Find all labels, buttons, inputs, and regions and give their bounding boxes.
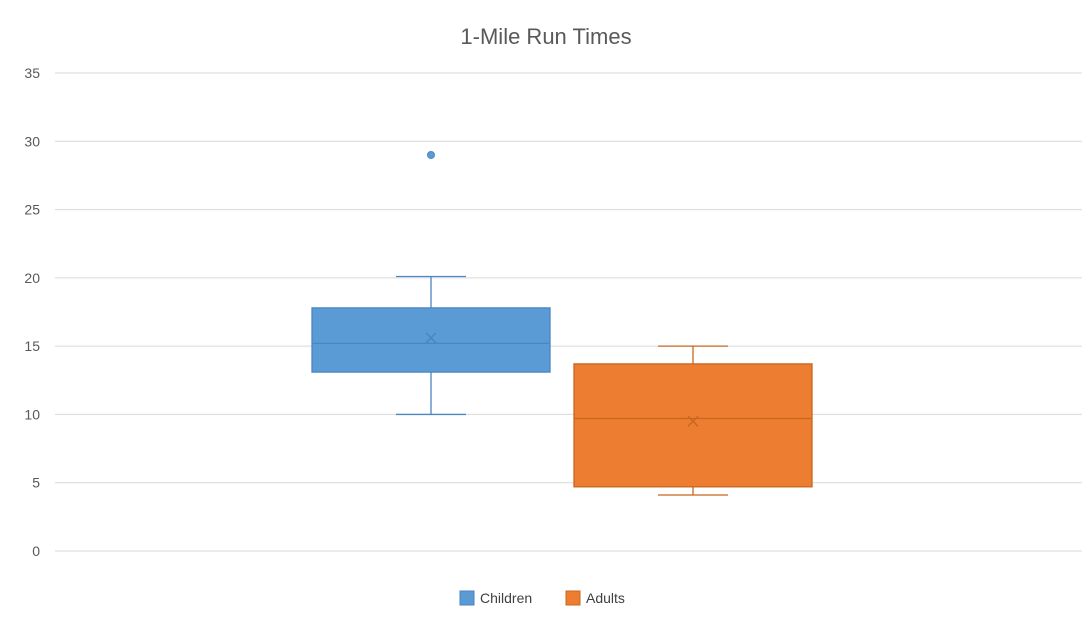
y-tick-label-30: 30 <box>24 133 40 149</box>
y-tick-label-10: 10 <box>24 406 40 422</box>
y-tick-label-0: 0 <box>32 543 40 559</box>
mean-marker-b <box>687 415 699 427</box>
legend-label-children: Children <box>480 590 532 606</box>
chart-title: 1-Mile Run Times <box>460 24 631 49</box>
plot-area <box>311 150 813 496</box>
gridlines <box>55 72 1082 552</box>
box-adults <box>573 345 813 496</box>
box-children <box>311 150 551 416</box>
y-tick-label-20: 20 <box>24 270 40 286</box>
y-tick-label-25: 25 <box>24 202 40 218</box>
legend: Children Adults <box>459 590 625 606</box>
y-tick-label-35: 35 <box>24 65 40 81</box>
legend-swatch-children <box>459 590 475 606</box>
iqr-box <box>573 363 813 488</box>
mean-marker-b <box>425 332 437 344</box>
y-axis-ticks: 0 5 10 15 20 25 30 35 <box>24 65 40 559</box>
legend-label-adults: Adults <box>586 590 625 606</box>
y-tick-label-15: 15 <box>24 338 40 354</box>
iqr-box <box>311 307 551 373</box>
legend-swatch-adults <box>565 590 581 606</box>
y-tick-label-5: 5 <box>32 475 40 491</box>
outlier-point-0 <box>427 150 435 159</box>
